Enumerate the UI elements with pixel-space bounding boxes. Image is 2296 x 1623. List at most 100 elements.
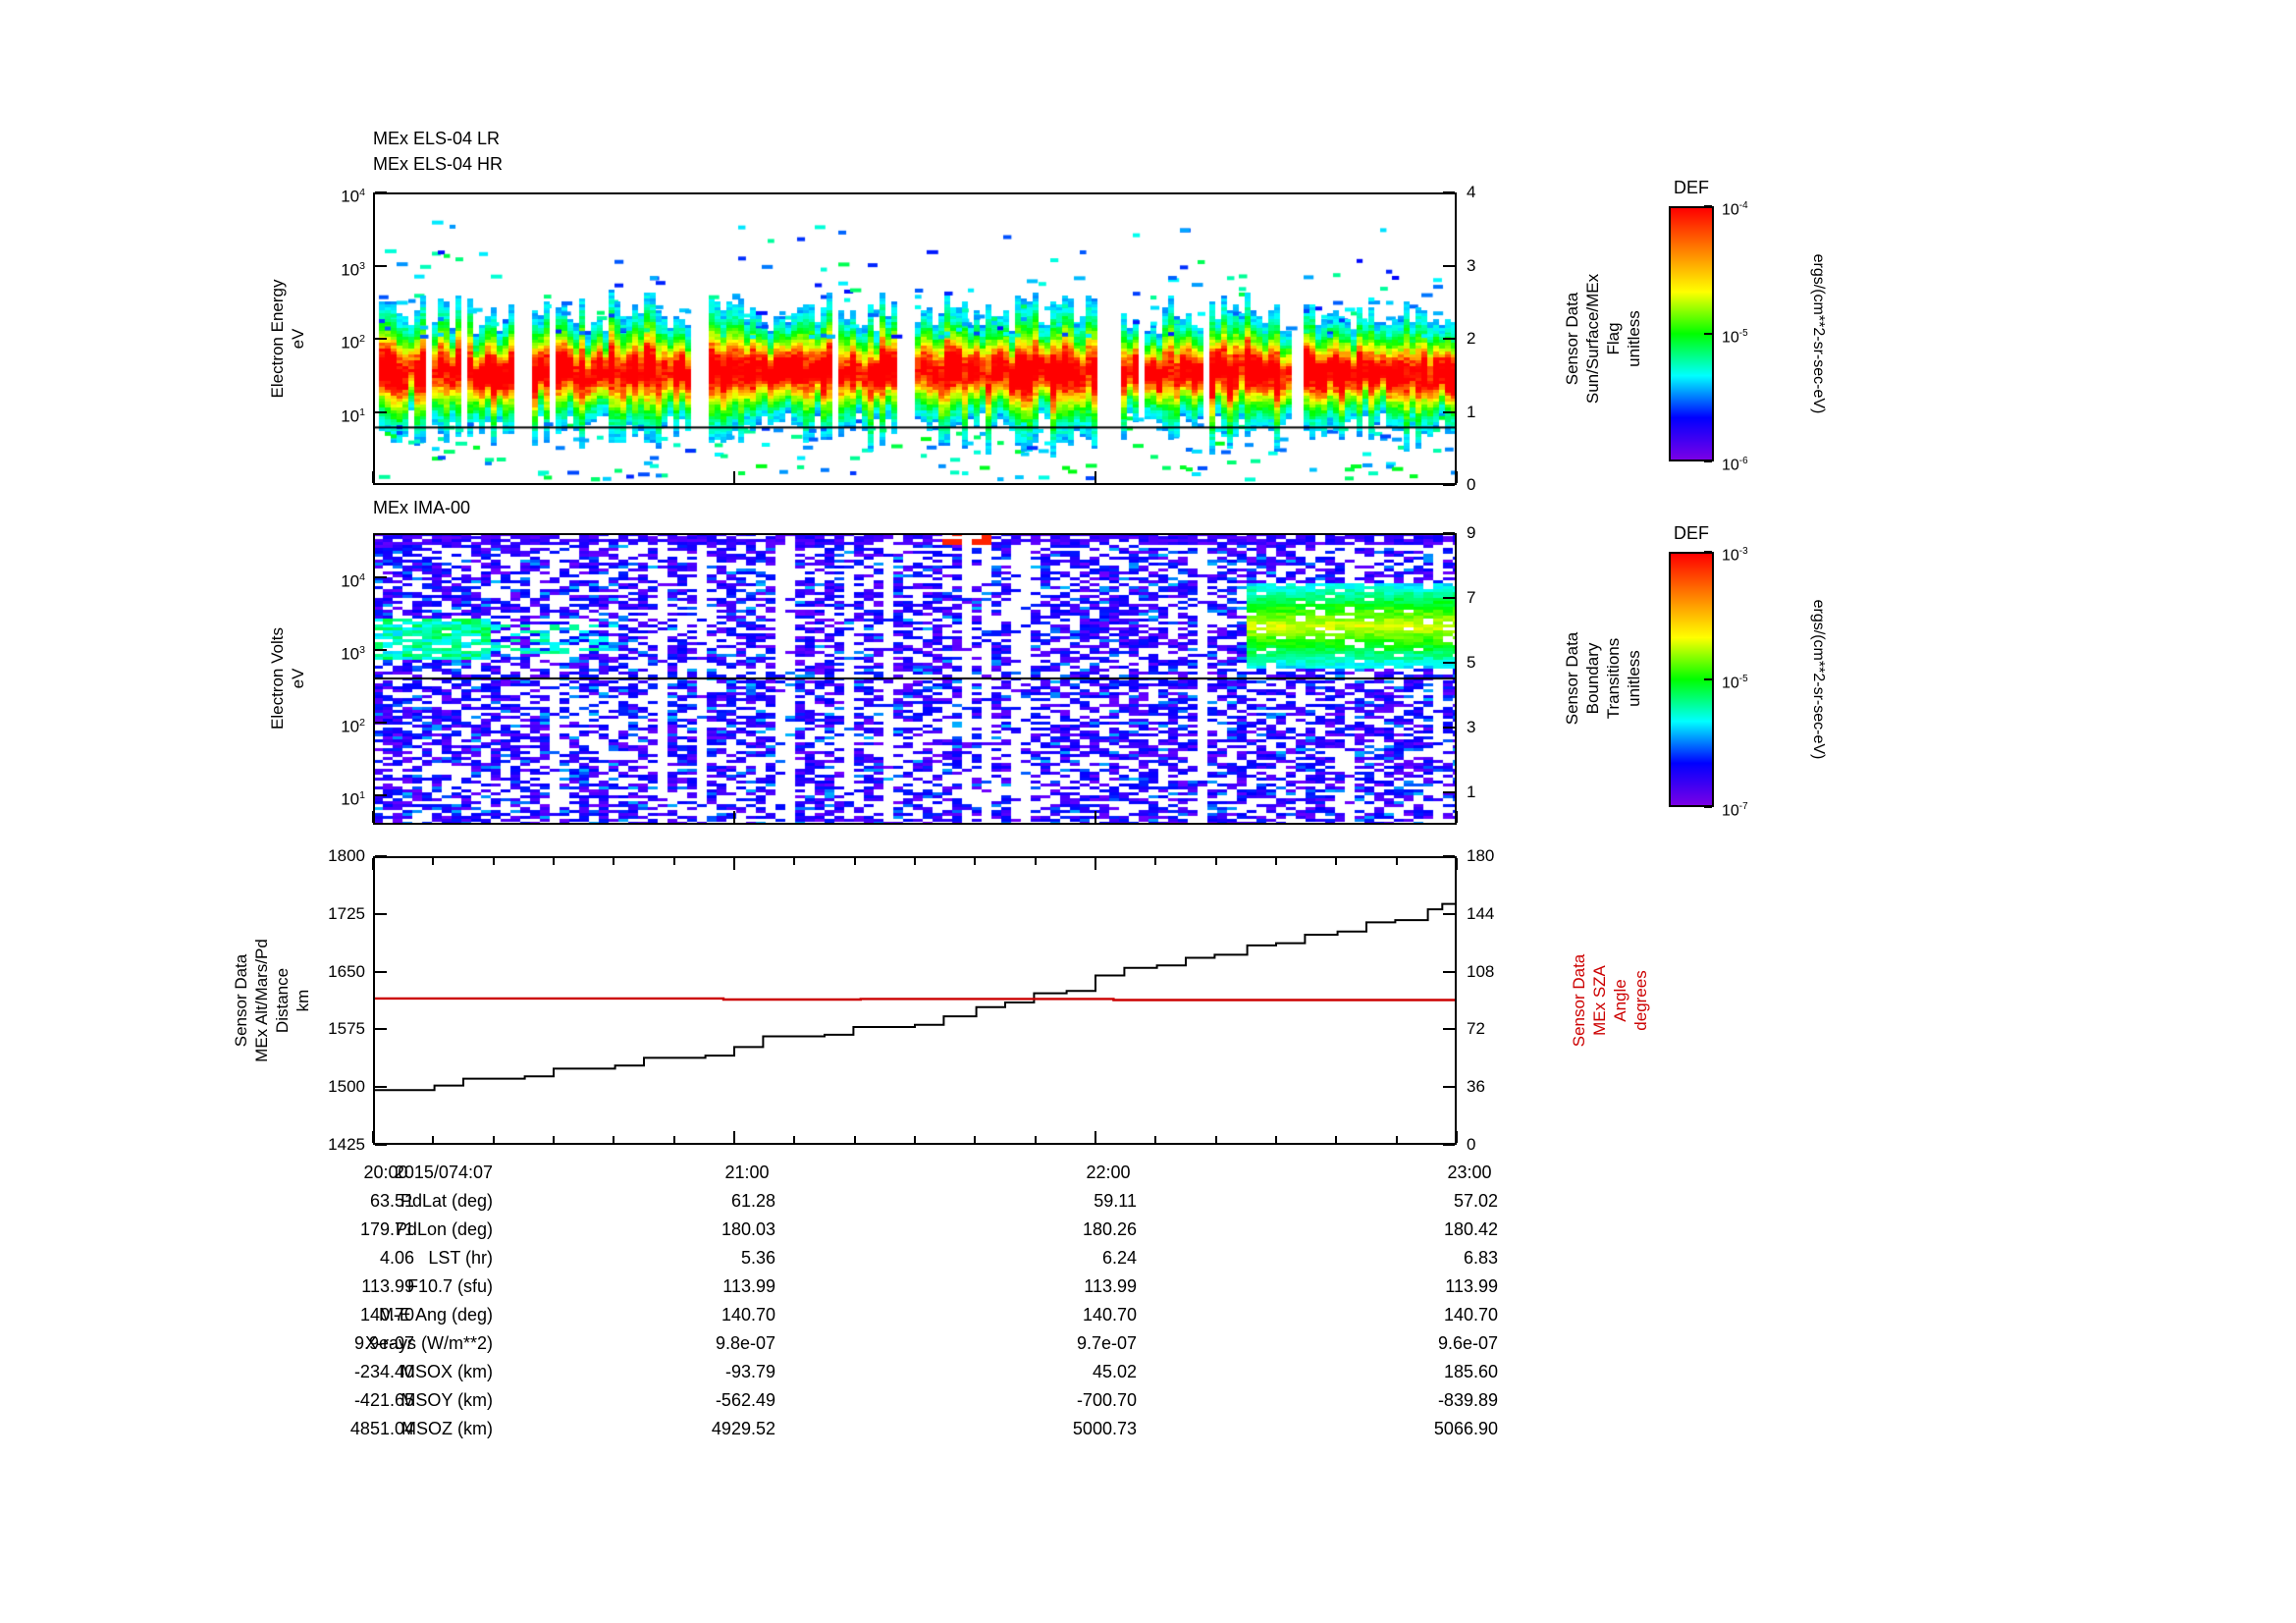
x-axis-hour-tick (733, 811, 735, 823)
y-axis-tick-label: 1800 (328, 846, 365, 865)
table-row-label: PdLon (deg) (395, 1219, 493, 1239)
x-axis-minor-tick (1395, 1136, 1398, 1143)
y-axis-tick-label: 101 (341, 789, 365, 809)
right-axis-tick-label: 7 (1467, 588, 1476, 607)
x-axis-minor-tick (793, 1136, 796, 1143)
colorbar-tick-label: 10-5 (1722, 674, 1748, 692)
right-axis-tick-label: 36 (1467, 1077, 1485, 1097)
x-axis-minor-tick (1154, 858, 1157, 865)
right-axis-tick-label: 0 (1467, 475, 1476, 494)
table-value: 185.60 (1443, 1362, 1498, 1381)
table-value: 57.02 (1453, 1191, 1498, 1211)
x-axis-minor-tick (793, 858, 796, 865)
table-value: 4.06 (379, 1248, 414, 1268)
axis-label-line: Flag (1604, 322, 1623, 355)
colorbar-tick-mark (1704, 806, 1712, 808)
y-axis-tick-label: 101 (341, 406, 365, 426)
x-axis-hour-tick (1456, 471, 1458, 483)
els-title-line2: MEx ELS-04 HR (373, 154, 504, 174)
y-axis-tick-label: 103 (341, 259, 365, 280)
y-axis-tick-label: 1725 (328, 903, 365, 923)
y-axis-tick-label: 1425 (328, 1135, 365, 1154)
table-value: 140.70 (721, 1305, 775, 1325)
y-axis-tick-mark (375, 722, 387, 725)
table-value: 63.51 (369, 1191, 414, 1211)
right-axis-tick-mark (1443, 662, 1455, 664)
x-axis-minor-tick (672, 858, 675, 865)
y-axis-tick-mark (375, 855, 387, 857)
right-axis-tick-mark (1443, 1086, 1455, 1089)
x-axis-minor-tick (492, 858, 495, 865)
colorbar-tick-mark (1704, 205, 1712, 207)
right-axis-tick-mark (1443, 1028, 1455, 1031)
axis-label-rotated: Electron Energy eV (267, 280, 308, 399)
axis-label-line: eV (289, 328, 307, 350)
right-axis-tick-mark (1443, 597, 1455, 599)
x-axis-hour-tick (733, 858, 735, 870)
axis-label-rotated: Sensor Data Boundary Transitions unitless (1562, 632, 1644, 726)
right-axis-tick-label: 144 (1467, 903, 1495, 923)
table-value: 61.28 (730, 1191, 775, 1211)
right-axis-tick-mark (1443, 264, 1455, 267)
table-value: 6.83 (1463, 1248, 1498, 1268)
table-value: 180.42 (1443, 1219, 1498, 1239)
table-value: 9.8e-07 (715, 1333, 775, 1353)
axis-label-line: degrees (1631, 970, 1650, 1031)
x-axis-minor-tick (914, 1136, 916, 1143)
right-axis-tick-mark (1443, 484, 1455, 486)
axis-label-line: km (294, 989, 312, 1012)
axis-label-line: Sensor Data (1563, 292, 1581, 386)
x-axis-minor-tick (432, 1136, 435, 1143)
y-axis-tick-mark (375, 338, 387, 340)
time-tick-label: 21:00 (724, 1163, 770, 1182)
axis-label-line: Sensor Data (232, 953, 250, 1048)
axis-label-line: unitless (1625, 650, 1643, 707)
right-axis-tick-label: 2 (1467, 329, 1476, 348)
right-axis-tick-label: 4 (1467, 183, 1476, 201)
table-value: 180.03 (721, 1219, 775, 1239)
els-spectrogram-canvas (373, 192, 1457, 485)
ima-title: MEx IMA-00 (373, 498, 471, 517)
right-axis-tick-label: 9 (1467, 523, 1476, 542)
right-axis-tick-mark (1443, 338, 1455, 340)
y-axis-tick-mark (375, 912, 387, 915)
table-row-label: MSOY (km) (400, 1390, 493, 1410)
y-axis-tick-label: 104 (341, 570, 365, 591)
axis-label-line: eV (289, 668, 307, 689)
x-axis-minor-tick (1275, 1136, 1277, 1143)
right-axis-tick-mark (1443, 727, 1455, 729)
table-value: 140.70 (1082, 1305, 1137, 1325)
line-chart-svg (373, 902, 1457, 1092)
table-row-label: MSOZ (km) (401, 1419, 493, 1438)
x-axis-minor-tick (1395, 858, 1398, 865)
x-axis-hour-tick (1095, 471, 1096, 483)
x-axis-minor-tick (1034, 1136, 1037, 1143)
table-value: -93.79 (724, 1362, 775, 1381)
x-axis-hour-tick (1456, 811, 1458, 823)
right-axis-tick-label: 1 (1467, 402, 1476, 421)
table-value: 5.36 (740, 1248, 775, 1268)
x-axis-minor-tick (974, 1136, 977, 1143)
table-value: 113.99 (1445, 1276, 1498, 1296)
x-axis-minor-tick (432, 858, 435, 865)
x-axis-minor-tick (974, 858, 977, 865)
right-axis-tick-label: 1 (1467, 783, 1476, 801)
right-axis-tick-mark (1443, 191, 1455, 193)
x-axis-minor-tick (1335, 1136, 1338, 1143)
right-axis-tick-mark (1443, 912, 1455, 915)
colorbar-tick-label: 10-5 (1722, 328, 1748, 347)
right-axis-tick-mark (1443, 532, 1455, 534)
colorbar-tick-mark (1704, 460, 1712, 462)
axis-label-line: Electron Energy (268, 279, 287, 399)
table-row-label: PdLat (deg) (400, 1191, 493, 1211)
axis-label-line: Electron Volts (268, 627, 287, 730)
table-value: 4851.04 (349, 1419, 414, 1438)
axis-label-line: unitless (1625, 310, 1643, 367)
colorbar2-title: DEF (1674, 523, 1709, 543)
table-value: -562.49 (715, 1390, 775, 1410)
x-axis-minor-tick (1154, 1136, 1157, 1143)
right-axis-tick-mark (1443, 855, 1455, 857)
x-axis-hour-tick (1456, 1131, 1458, 1143)
